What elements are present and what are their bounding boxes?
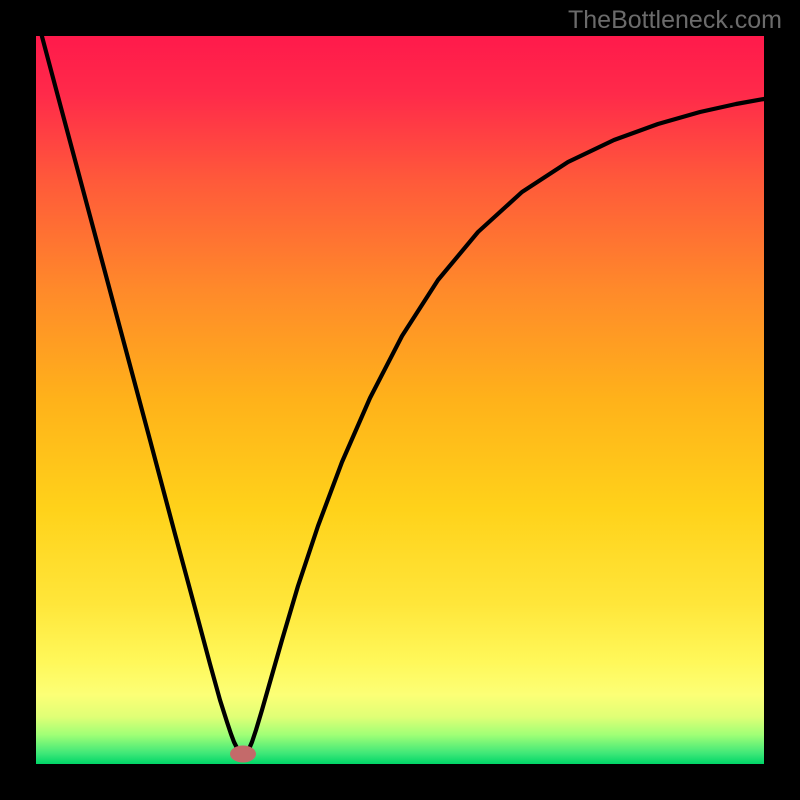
watermark-text: TheBottleneck.com (568, 6, 782, 35)
gradient-background (36, 36, 764, 764)
plot-gradient-and-curve (0, 0, 800, 800)
chart-stage: TheBottleneck.com (0, 0, 800, 800)
minimum-marker (230, 746, 256, 763)
